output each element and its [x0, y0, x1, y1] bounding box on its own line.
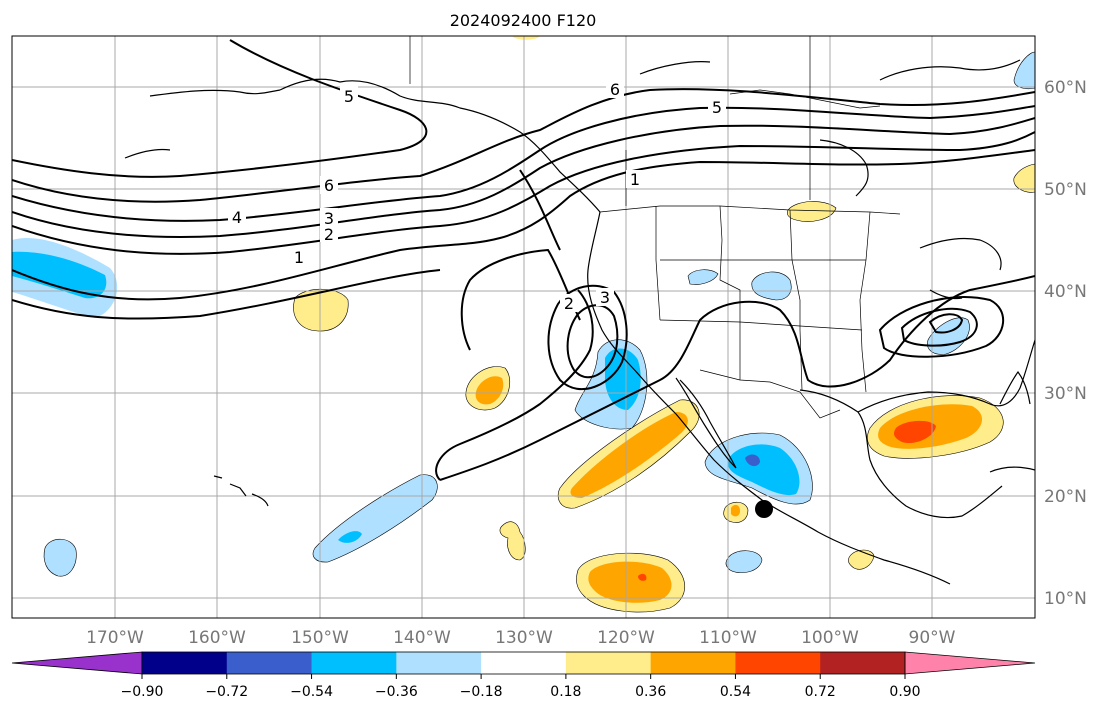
positive-anomaly-region	[786, 201, 837, 222]
colorbar-tick-label: 0.18	[550, 684, 581, 700]
longitude-tick-label: 150°W	[291, 628, 349, 648]
colorbar-tick-label: −0.18	[460, 684, 503, 700]
colorbar-tick-label: 0.72	[805, 684, 836, 700]
latitude-tick-labels: 60°N 50°N 40°N 30°N 20°N 10°N	[1044, 78, 1087, 609]
colorbar-segment	[311, 652, 397, 674]
colorbar-segment	[565, 652, 652, 674]
negative-anomaly-region	[745, 454, 760, 467]
longitude-tick-label: 170°W	[86, 628, 144, 648]
colorbar-frame	[141, 651, 906, 675]
negative-anomaly-region	[338, 531, 362, 543]
contour-label: 5	[712, 98, 722, 117]
latitude-tick-label: 50°N	[1044, 180, 1087, 200]
negative-anomaly-region	[725, 550, 763, 573]
map-gridlines	[12, 36, 1035, 618]
contour-label: 3	[324, 209, 334, 228]
map-area: 5 6 5 6 4 3 2 1 1 2 3	[12, 36, 1035, 618]
colorbar-tick-label: −0.90	[121, 684, 164, 700]
longitude-tick-label: 120°W	[597, 628, 655, 648]
negative-anomaly-region	[12, 251, 107, 299]
colorbar-tick-label: 0.90	[889, 684, 920, 700]
positive-anomaly-region	[499, 521, 526, 561]
contour-labels: 5 6 5 6 4 3 2 1 1 2 3	[228, 80, 726, 313]
contour-label: 1	[630, 170, 640, 189]
longitude-tick-label: 130°W	[495, 628, 553, 648]
height-contours	[12, 39, 1035, 481]
negative-anomaly-region	[43, 538, 77, 577]
map-frame	[11, 35, 1036, 619]
positive-anomaly-region	[475, 376, 504, 405]
positive-anomaly-region	[638, 573, 647, 581]
contour-label: 6	[324, 176, 334, 195]
longitude-tick-label: 110°W	[699, 628, 757, 648]
latitude-tick-label: 20°N	[1044, 487, 1087, 507]
colorbar-tick-label: −0.72	[205, 684, 248, 700]
colorbar-tick-label: 0.36	[635, 684, 666, 700]
map-title: 2024092400 F120	[450, 11, 597, 30]
storm-position-dot	[755, 500, 773, 518]
positive-anomaly-region	[512, 36, 540, 40]
contour-label: 6	[610, 80, 620, 99]
longitude-tick-label: 90°W	[909, 628, 956, 648]
colorbar-segment	[396, 652, 482, 674]
contour-label: 1	[294, 248, 304, 267]
latitude-tick-label: 60°N	[1044, 78, 1087, 98]
colorbar-extend-high	[904, 651, 1036, 675]
longitude-tick-labels: 170°W 160°W 150°W 140°W 130°W 120°W 110°W 100°W…	[86, 628, 956, 648]
contour-label: 2	[564, 294, 574, 313]
positive-anomaly-region	[1013, 163, 1035, 193]
contour-label: 4	[232, 208, 242, 227]
colorbar-segment	[142, 652, 228, 674]
longitude-tick-label: 160°W	[188, 628, 246, 648]
colorbar-segment	[481, 652, 567, 674]
colorbar-tick-label: 0.54	[720, 684, 751, 700]
latitude-tick-label: 40°N	[1044, 282, 1087, 302]
negative-anomaly-region	[751, 271, 792, 301]
colorbar: −0.90 −0.72 −0.54 −0.36 −0.18 0.18 0.36 0.54 0.7…	[11, 651, 1036, 700]
colorbar-segment	[820, 652, 906, 674]
positive-anomaly-region	[894, 420, 936, 444]
contour-label: 5	[344, 87, 354, 106]
colorbar-segment	[650, 652, 736, 674]
latitude-tick-label: 30°N	[1044, 384, 1087, 404]
longitude-tick-label: 140°W	[393, 628, 451, 648]
positive-anomaly-region	[848, 549, 875, 570]
negative-anomaly-region	[1013, 51, 1035, 90]
latitude-tick-label: 10°N	[1044, 589, 1087, 609]
negative-anomaly-region	[727, 444, 800, 496]
colorbar-segment	[735, 652, 821, 674]
colorbar-segment	[226, 652, 313, 674]
colorbar-extend-low	[11, 651, 143, 675]
colorbar-tick-label: −0.54	[290, 684, 333, 700]
negative-anomaly-region	[687, 269, 719, 285]
positive-anomaly-region	[588, 561, 672, 603]
positive-anomaly-region	[570, 412, 688, 498]
anomaly-shading	[12, 36, 1035, 613]
contour-label: 2	[324, 225, 334, 244]
longitude-tick-label: 100°W	[801, 628, 859, 648]
colorbar-tick-label: −0.36	[375, 684, 418, 700]
contour-label: 3	[600, 288, 610, 307]
positive-anomaly-region	[731, 504, 740, 517]
